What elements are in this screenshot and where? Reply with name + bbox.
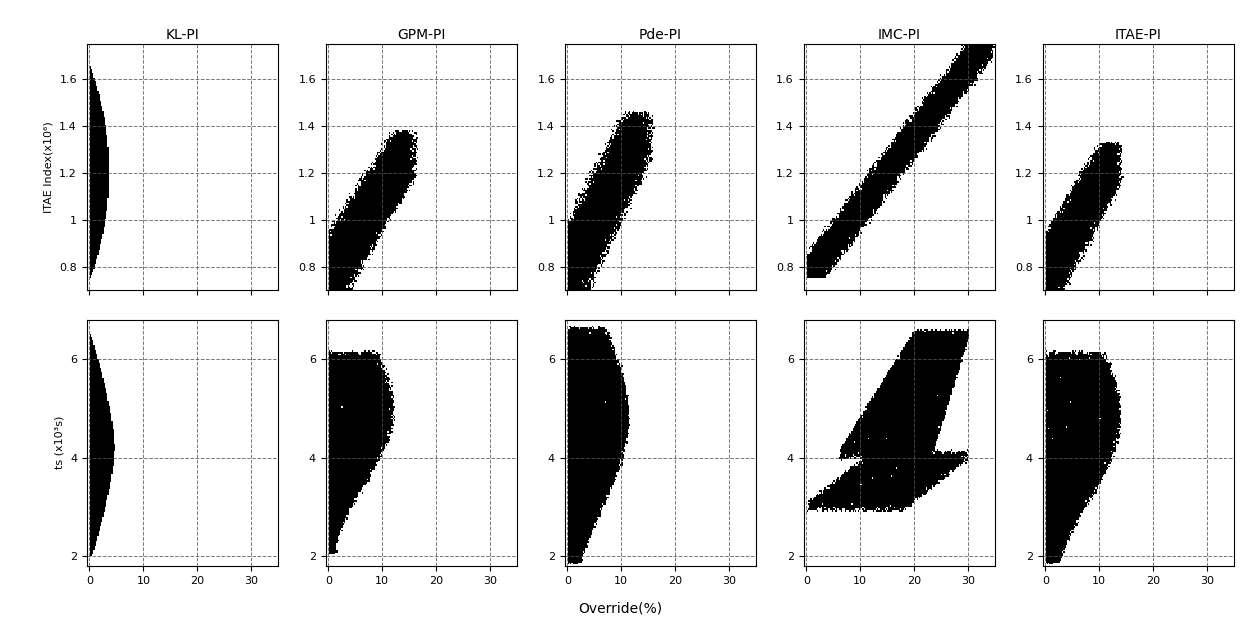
- Title: KL-PI: KL-PI: [165, 29, 200, 42]
- Title: Pde-PI: Pde-PI: [639, 29, 682, 42]
- Y-axis label: ts (x10³s): ts (x10³s): [55, 416, 64, 470]
- Text: Override(%): Override(%): [578, 601, 662, 616]
- Title: ITAE-PI: ITAE-PI: [1115, 29, 1162, 42]
- Title: GPM-PI: GPM-PI: [397, 29, 445, 42]
- Title: IMC-PI: IMC-PI: [878, 29, 921, 42]
- Y-axis label: ITAE Index(x10⁶): ITAE Index(x10⁶): [43, 121, 53, 213]
